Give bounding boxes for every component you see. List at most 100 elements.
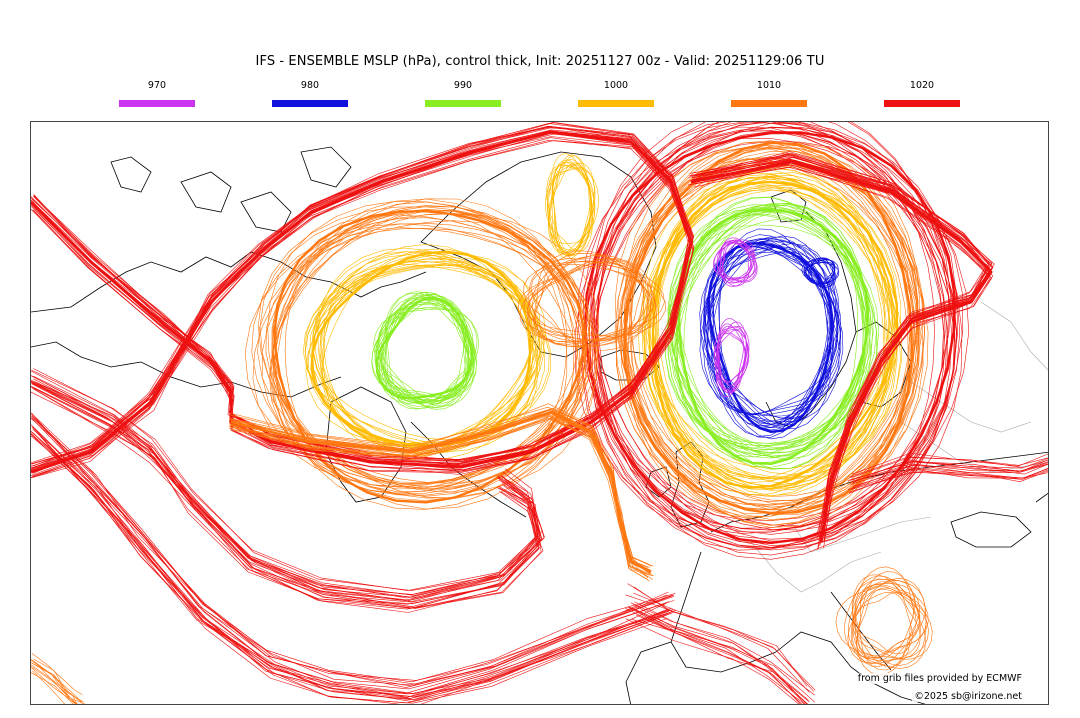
contour-1010 (856, 578, 921, 667)
contour-1010 (857, 587, 917, 657)
contour-1020 (633, 586, 816, 691)
contour-1020 (31, 412, 668, 685)
contour-1010 (234, 412, 650, 576)
contour-1000 (547, 164, 599, 256)
contour-980 (707, 228, 840, 423)
contour-980 (708, 238, 832, 440)
contour-1010 (31, 652, 83, 695)
control-contour-990 (677, 208, 870, 465)
contour-1020 (31, 369, 539, 591)
contour-1020 (852, 461, 1048, 482)
control-contour-1020 (690, 160, 993, 543)
contour-1010 (265, 209, 575, 499)
contour-1020 (850, 463, 1048, 483)
contour-1010 (267, 201, 595, 510)
legend-swatch (119, 100, 195, 107)
contour-1010 (527, 258, 645, 341)
contour-1000 (649, 185, 893, 469)
contour-990 (386, 297, 473, 403)
legend-swatch (578, 100, 654, 107)
contour-1010 (854, 583, 920, 671)
contour-980 (809, 260, 835, 285)
contour-1020 (851, 459, 1048, 480)
contour-970 (715, 318, 749, 397)
contour-1010 (32, 670, 66, 704)
contour-1020 (31, 383, 538, 605)
contour-1010 (535, 253, 654, 347)
contour-1000 (314, 264, 545, 446)
legend-item-1020: 1020 (883, 80, 961, 107)
contour-1020 (634, 601, 809, 701)
contour-1020 (31, 383, 541, 607)
contour-1010 (31, 664, 76, 704)
contour-1000 (658, 182, 892, 480)
legend-swatch (884, 100, 960, 107)
contour-1020 (849, 456, 1048, 478)
contour-1000 (552, 161, 592, 257)
contour-980 (704, 246, 842, 425)
contour-1020 (35, 431, 667, 704)
contour-990 (375, 302, 474, 396)
contour-1010 (855, 592, 913, 655)
legend-label: 990 (453, 80, 473, 91)
contour-970 (720, 241, 754, 283)
contour-1010 (854, 591, 914, 652)
contour-1010 (230, 417, 651, 582)
contour-990 (673, 224, 868, 450)
contour-1000 (550, 153, 595, 260)
contour-990 (373, 307, 474, 403)
contour-980 (699, 235, 835, 417)
contour-990 (384, 291, 475, 407)
contour-1020 (851, 452, 1048, 475)
contour-970 (718, 331, 747, 384)
contour-1010 (848, 566, 926, 669)
contour-1000 (647, 189, 887, 475)
contour-970 (719, 242, 750, 279)
contour-1020 (31, 416, 676, 683)
contour-980 (703, 252, 831, 419)
contour-1020 (32, 428, 674, 695)
legend-label: 980 (300, 80, 320, 91)
contour-1010 (532, 260, 643, 342)
contour-1000 (548, 167, 596, 254)
contour-1020 (693, 153, 993, 536)
contour-1020 (31, 382, 539, 608)
contour-1010 (852, 574, 929, 661)
contour-1020 (631, 608, 807, 704)
contour-1020 (847, 469, 1048, 490)
contour-1010 (523, 261, 650, 351)
contour-1020 (31, 431, 669, 702)
contour-980 (804, 258, 835, 288)
contour-1020 (31, 379, 545, 596)
contour-1020 (631, 618, 809, 704)
legend-swatch (272, 100, 348, 107)
contour-1010 (835, 578, 927, 666)
contour-1010 (851, 585, 927, 660)
contour-1010 (33, 660, 78, 704)
contour-1020 (32, 386, 540, 609)
contour-970 (717, 329, 744, 386)
contour-1020 (31, 433, 667, 704)
contour-1010 (844, 575, 933, 660)
contour-980 (810, 261, 834, 284)
contour-980 (706, 238, 844, 416)
control-contour-980 (707, 242, 833, 433)
mslp-contours (31, 122, 1048, 704)
contour-1020 (625, 594, 815, 692)
contour-1010 (31, 658, 84, 704)
contour-1000 (321, 264, 534, 448)
contour-990 (371, 298, 476, 398)
legend-item-970: 970 (118, 80, 196, 107)
contour-990 (375, 296, 470, 400)
contour-1020 (574, 122, 963, 540)
contour-970 (722, 242, 752, 281)
chart-title: IFS - ENSEMBLE MSLP (hPa), control thick… (255, 54, 825, 69)
source-credit: from grib files provided by ECMWF (855, 673, 1024, 684)
contour-1010 (31, 666, 78, 704)
contour-1020 (848, 470, 1048, 493)
legend-item-1000: 1000 (577, 80, 655, 107)
contour-1020 (634, 609, 801, 704)
map-canvas (31, 122, 1048, 704)
copyright-credit: ©2025 sb@irizone.net (912, 691, 1024, 702)
legend-item-980: 980 (271, 80, 349, 107)
